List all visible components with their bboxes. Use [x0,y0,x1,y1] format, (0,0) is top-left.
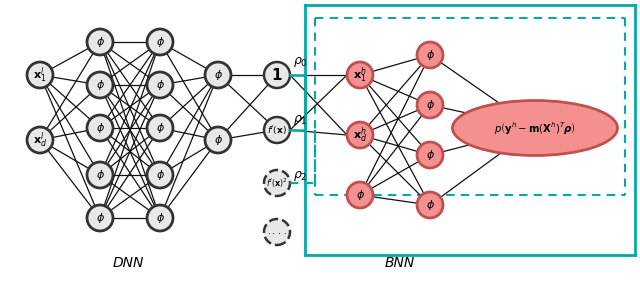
Text: $\phi$: $\phi$ [156,211,164,225]
Circle shape [347,62,373,88]
Circle shape [147,115,173,141]
Text: $\phi$: $\phi$ [95,121,104,135]
Text: $\phi$: $\phi$ [355,188,365,202]
Text: $\phi$: $\phi$ [426,48,435,62]
Circle shape [417,192,443,218]
Circle shape [87,29,113,55]
Circle shape [147,29,173,55]
Text: $\phi$: $\phi$ [156,168,164,182]
Circle shape [87,162,113,188]
Text: $\mathbf{x}_d^l$: $\mathbf{x}_d^l$ [33,130,47,150]
Circle shape [347,182,373,208]
Text: $\phi$: $\phi$ [95,211,104,225]
Text: $\rho_1$: $\rho_1$ [293,113,308,127]
Circle shape [264,219,290,245]
Text: $\phi$: $\phi$ [156,78,164,92]
Circle shape [417,92,443,118]
Circle shape [347,122,373,148]
Text: $\phi$: $\phi$ [95,35,104,49]
Circle shape [417,42,443,68]
Text: $\mathbf{x}_1^h$: $\mathbf{x}_1^h$ [353,65,367,85]
Text: $\phi$: $\phi$ [95,78,104,92]
Circle shape [87,205,113,231]
Text: BNN: BNN [385,256,415,270]
Circle shape [264,170,290,196]
Circle shape [205,62,231,88]
Text: $\rho_0$: $\rho_0$ [293,55,308,69]
Text: $\phi$: $\phi$ [214,68,223,82]
Text: $\cdot\cdot\cdot\cdot$: $\cdot\cdot\cdot\cdot$ [267,227,287,237]
Circle shape [87,72,113,98]
Text: $\mathbf{x}_d^h$: $\mathbf{x}_d^h$ [353,125,367,145]
Text: $\phi$: $\phi$ [95,168,104,182]
Text: $f^l(\mathbf{x})^2$: $f^l(\mathbf{x})^2$ [266,176,288,190]
Text: $\phi$: $\phi$ [426,198,435,212]
Text: $\mathbf{1}$: $\mathbf{1}$ [271,67,283,83]
Text: $\phi$: $\phi$ [156,121,164,135]
Text: $\mathbf{x}_1^l$: $\mathbf{x}_1^l$ [33,65,47,85]
Circle shape [27,62,53,88]
Text: $f^l(\mathbf{x})$: $f^l(\mathbf{x})$ [267,123,287,137]
Text: $\phi$: $\phi$ [214,133,223,147]
Circle shape [264,117,290,143]
Text: $\phi$: $\phi$ [156,35,164,49]
Text: $\phi$: $\phi$ [426,98,435,112]
Circle shape [147,205,173,231]
Circle shape [27,127,53,153]
Text: $p\left(\mathbf{y}^h - \mathbf{m}(\mathbf{X}^h)^T\boldsymbol{\rho}\right)$: $p\left(\mathbf{y}^h - \mathbf{m}(\mathb… [494,120,576,136]
Circle shape [264,62,290,88]
Ellipse shape [452,100,618,156]
Circle shape [417,142,443,168]
Circle shape [87,115,113,141]
Text: $\rho_2$: $\rho_2$ [293,169,308,183]
Circle shape [147,162,173,188]
Circle shape [205,127,231,153]
Text: $\phi$: $\phi$ [426,148,435,162]
Circle shape [147,72,173,98]
Text: DNN: DNN [112,256,144,270]
